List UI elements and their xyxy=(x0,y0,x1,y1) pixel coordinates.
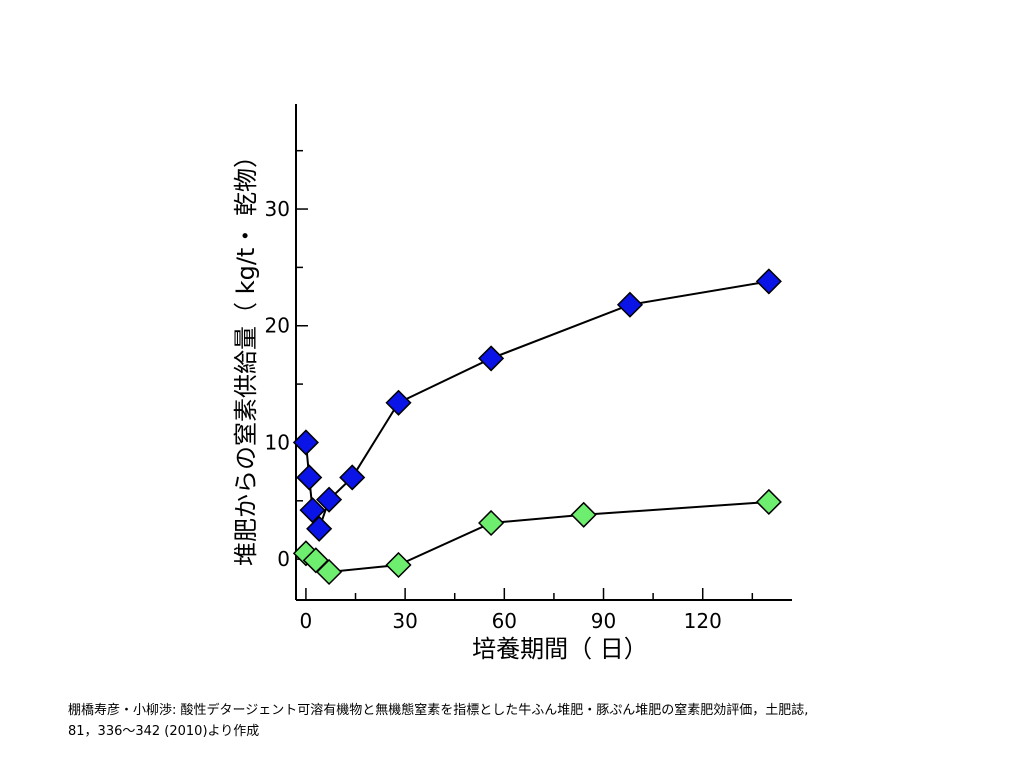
y-tick-label: 30 xyxy=(265,197,290,221)
data-point xyxy=(478,345,505,372)
data-point xyxy=(292,429,319,456)
y-axis-title: 堆肥からの窒素供給量（ kg/t・ 乾物） xyxy=(232,144,260,566)
x-tick-label: 0 xyxy=(300,609,313,633)
data-point xyxy=(755,268,782,295)
series-line xyxy=(305,500,769,574)
x-axis-title: 培養期間（ 日） xyxy=(472,635,648,663)
data-point xyxy=(385,389,412,416)
caption-line-2: 81，336～342 (2010)より作成 xyxy=(68,724,260,739)
data-point xyxy=(339,464,366,491)
axes: 0 10 20 30 0 30 60 90 120 xyxy=(265,104,792,633)
data-point xyxy=(385,551,412,579)
x-tick-label: 30 xyxy=(392,609,417,633)
data-point xyxy=(316,558,343,586)
data-point xyxy=(306,515,333,542)
series-2 xyxy=(292,488,782,586)
data-point xyxy=(616,291,644,318)
y-tick-label: 10 xyxy=(265,430,290,454)
data-point xyxy=(296,464,323,491)
series-layer xyxy=(292,268,782,586)
series-1 xyxy=(292,268,782,542)
data-point xyxy=(755,488,782,516)
source-caption: 棚橋寿彦・小柳渉: 酸性デタージェント可溶有機物と無機態窒素を指標とした牛ふん堆… xyxy=(68,700,808,742)
y-tick-label: 0 xyxy=(277,547,290,571)
series-line xyxy=(304,280,770,532)
x-tick-label: 60 xyxy=(492,609,517,633)
caption-line-1: 棚橋寿彦・小柳渉: 酸性デタージェント可溶有機物と無機態窒素を指標とした牛ふん堆… xyxy=(68,703,809,718)
data-point xyxy=(478,509,505,537)
data-point xyxy=(570,501,597,528)
data-point xyxy=(316,486,343,513)
x-tick-label: 90 xyxy=(591,609,616,633)
data-point xyxy=(299,497,326,524)
y-tick-label: 20 xyxy=(265,314,290,338)
x-tick-label: 120 xyxy=(684,609,722,633)
